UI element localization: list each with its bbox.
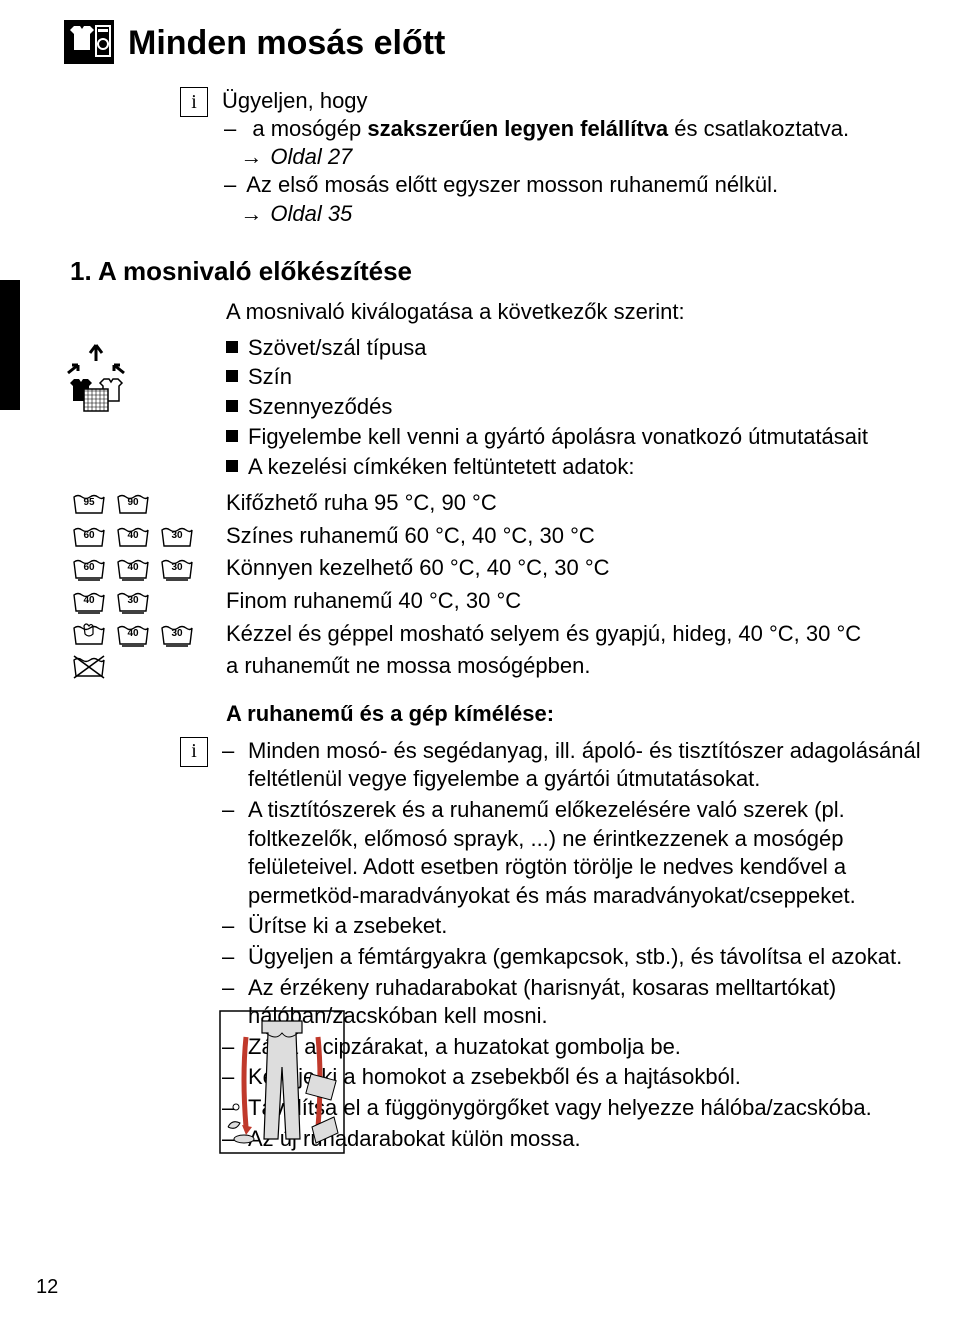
wash-temp-icon: 60 xyxy=(70,554,108,582)
page-title: Minden mosás előtt xyxy=(128,24,445,63)
wash-temp-icon: 40 xyxy=(114,522,152,550)
wash-temp-icon: 30 xyxy=(114,587,152,615)
wash-temp-icon: 30 xyxy=(158,620,196,648)
care-row: i Minden mosó- és segédanyag, ill. ápoló… xyxy=(180,737,930,1155)
handwash-icon xyxy=(70,620,108,648)
wash-temp-label: 40 xyxy=(114,562,152,573)
sort-laundry-icon xyxy=(64,343,128,418)
wash-temp-label: 40 xyxy=(70,595,108,606)
wash-symbol-row: 95 90 Kifőzhető ruha 95 °C, 90 °C xyxy=(70,489,930,518)
sort-list: Szövet/szál típusaSzínSzennyeződésFigyel… xyxy=(226,333,930,481)
prepare-clothes-icon xyxy=(216,1007,348,1162)
wash-temp-label: 95 xyxy=(70,497,108,508)
wash-symbol-row: 40 30 Kézzel és géppel mosható selyem és g… xyxy=(70,620,930,649)
care-item: Ürítse ki a zsebeket. xyxy=(222,912,930,941)
wash-temp-icon: 40 xyxy=(114,554,152,582)
wash-symbol-text: Kézzel és géppel mosható selyem és gyapj… xyxy=(226,620,930,649)
info-ref1: Oldal 27 xyxy=(240,144,352,169)
wash-symbol-row: 60 40 30 Könnyen kezelhető 60 °C, 40 °C, 30… xyxy=(70,554,930,583)
care-item: Ügyeljen a fémtárgyakra (gemkapcsok, stb… xyxy=(222,943,930,972)
wash-symbol-cell: 40 30 xyxy=(70,620,226,648)
wash-temp-icon: 30 xyxy=(158,522,196,550)
info-icon: i xyxy=(180,737,208,767)
wash-symbol-text: Színes ruhanemű 60 °C, 40 °C, 30 °C xyxy=(226,522,930,551)
wash-temp-label: 60 xyxy=(70,530,108,541)
wash-symbol-text: Kifőzhető ruha 95 °C, 90 °C xyxy=(226,489,930,518)
info-body: Ügyeljen, hogy a mosógép szakszerűen leg… xyxy=(222,87,849,228)
sort-item: A kezelési címkéken feltüntetett adatok: xyxy=(226,452,930,482)
wash-temp-icon: 90 xyxy=(114,489,152,517)
wash-symbol-rows: 95 90 Kifőzhető ruha 95 °C, 90 °C 60 40 30 Szí… xyxy=(70,489,930,681)
wash-symbol-cell: 60 40 30 xyxy=(70,522,226,550)
sort-item: Szövet/szál típusa xyxy=(226,333,930,363)
wash-temp-icon: 60 xyxy=(70,522,108,550)
sort-item: Figyelembe kell venni a gyártó ápolásra … xyxy=(226,422,930,452)
wash-temp-label: 90 xyxy=(114,497,152,508)
wash-temp-label: 30 xyxy=(158,628,196,639)
wash-temp-label: 40 xyxy=(114,628,152,639)
left-black-rail xyxy=(0,280,20,410)
info-ref2: Oldal 35 xyxy=(240,201,352,226)
title-row: Minden mosás előtt xyxy=(64,20,930,69)
info-line1: a mosógép szakszerűen legyen felállítva … xyxy=(222,116,849,141)
wash-temp-label: 40 xyxy=(114,530,152,541)
page-number: 12 xyxy=(36,1276,58,1299)
shirt-washer-icon xyxy=(64,20,114,69)
no-wash-icon xyxy=(70,652,108,680)
wash-symbol-row: 40 30 Finom ruhanemű 40 °C, 30 °C xyxy=(70,587,930,616)
wash-temp-label: 30 xyxy=(158,530,196,541)
sort-item: Szín xyxy=(226,362,930,392)
wash-symbol-text: a ruhaneműt ne mossa mosógépben. xyxy=(226,652,930,681)
wash-symbol-text: Könnyen kezelhető 60 °C, 40 °C, 30 °C xyxy=(226,554,930,583)
info-lead: Ügyeljen, hogy xyxy=(222,88,368,113)
care-heading: A ruhanemű és a gép kímélése: xyxy=(226,701,930,727)
sort-item: Szennyeződés xyxy=(226,392,930,422)
care-item: Minden mosó- és segédanyag, ill. ápoló- … xyxy=(222,737,930,794)
wash-symbol-row: 60 40 30 Színes ruhanemű 60 °C, 40 °C, 30 °… xyxy=(70,522,930,551)
wash-temp-icon: 95 xyxy=(70,489,108,517)
info-line2: Az első mosás előtt egyszer mosson ruhan… xyxy=(222,172,778,197)
wash-temp-icon: 40 xyxy=(114,620,152,648)
wash-symbol-cell: 60 40 30 xyxy=(70,554,226,582)
page-content: Minden mosás előtt i Ügyeljen, hogy a mo… xyxy=(70,20,930,1155)
wash-symbol-cell xyxy=(70,652,226,680)
wash-temp-icon: 40 xyxy=(70,587,108,615)
wash-temp-label: 30 xyxy=(158,562,196,573)
care-wrap: Minden mosó- és segédanyag, ill. ápoló- … xyxy=(222,737,930,1155)
wash-temp-icon: 30 xyxy=(158,554,196,582)
sort-subhead: A mosnivaló kiválogatása a következők sz… xyxy=(226,299,930,325)
preparation-block: A mosnivaló kiválogatása a következők sz… xyxy=(70,299,930,481)
care-item: A tisztítószerek és a ruhanemű előkezelé… xyxy=(222,796,930,910)
info-icon: i xyxy=(180,87,208,117)
wash-temp-label: 30 xyxy=(114,595,152,606)
info-block-1: i Ügyeljen, hogy a mosógép szakszerűen l… xyxy=(180,87,930,228)
wash-temp-label: 60 xyxy=(70,562,108,573)
wash-symbol-cell: 95 90 xyxy=(70,489,226,517)
wash-symbol-row: a ruhaneműt ne mossa mosógépben. xyxy=(70,652,930,681)
wash-symbol-text: Finom ruhanemű 40 °C, 30 °C xyxy=(226,587,930,616)
wash-symbol-cell: 40 30 xyxy=(70,587,226,615)
section-heading: 1. A mosnivaló előkészítése xyxy=(70,256,930,287)
